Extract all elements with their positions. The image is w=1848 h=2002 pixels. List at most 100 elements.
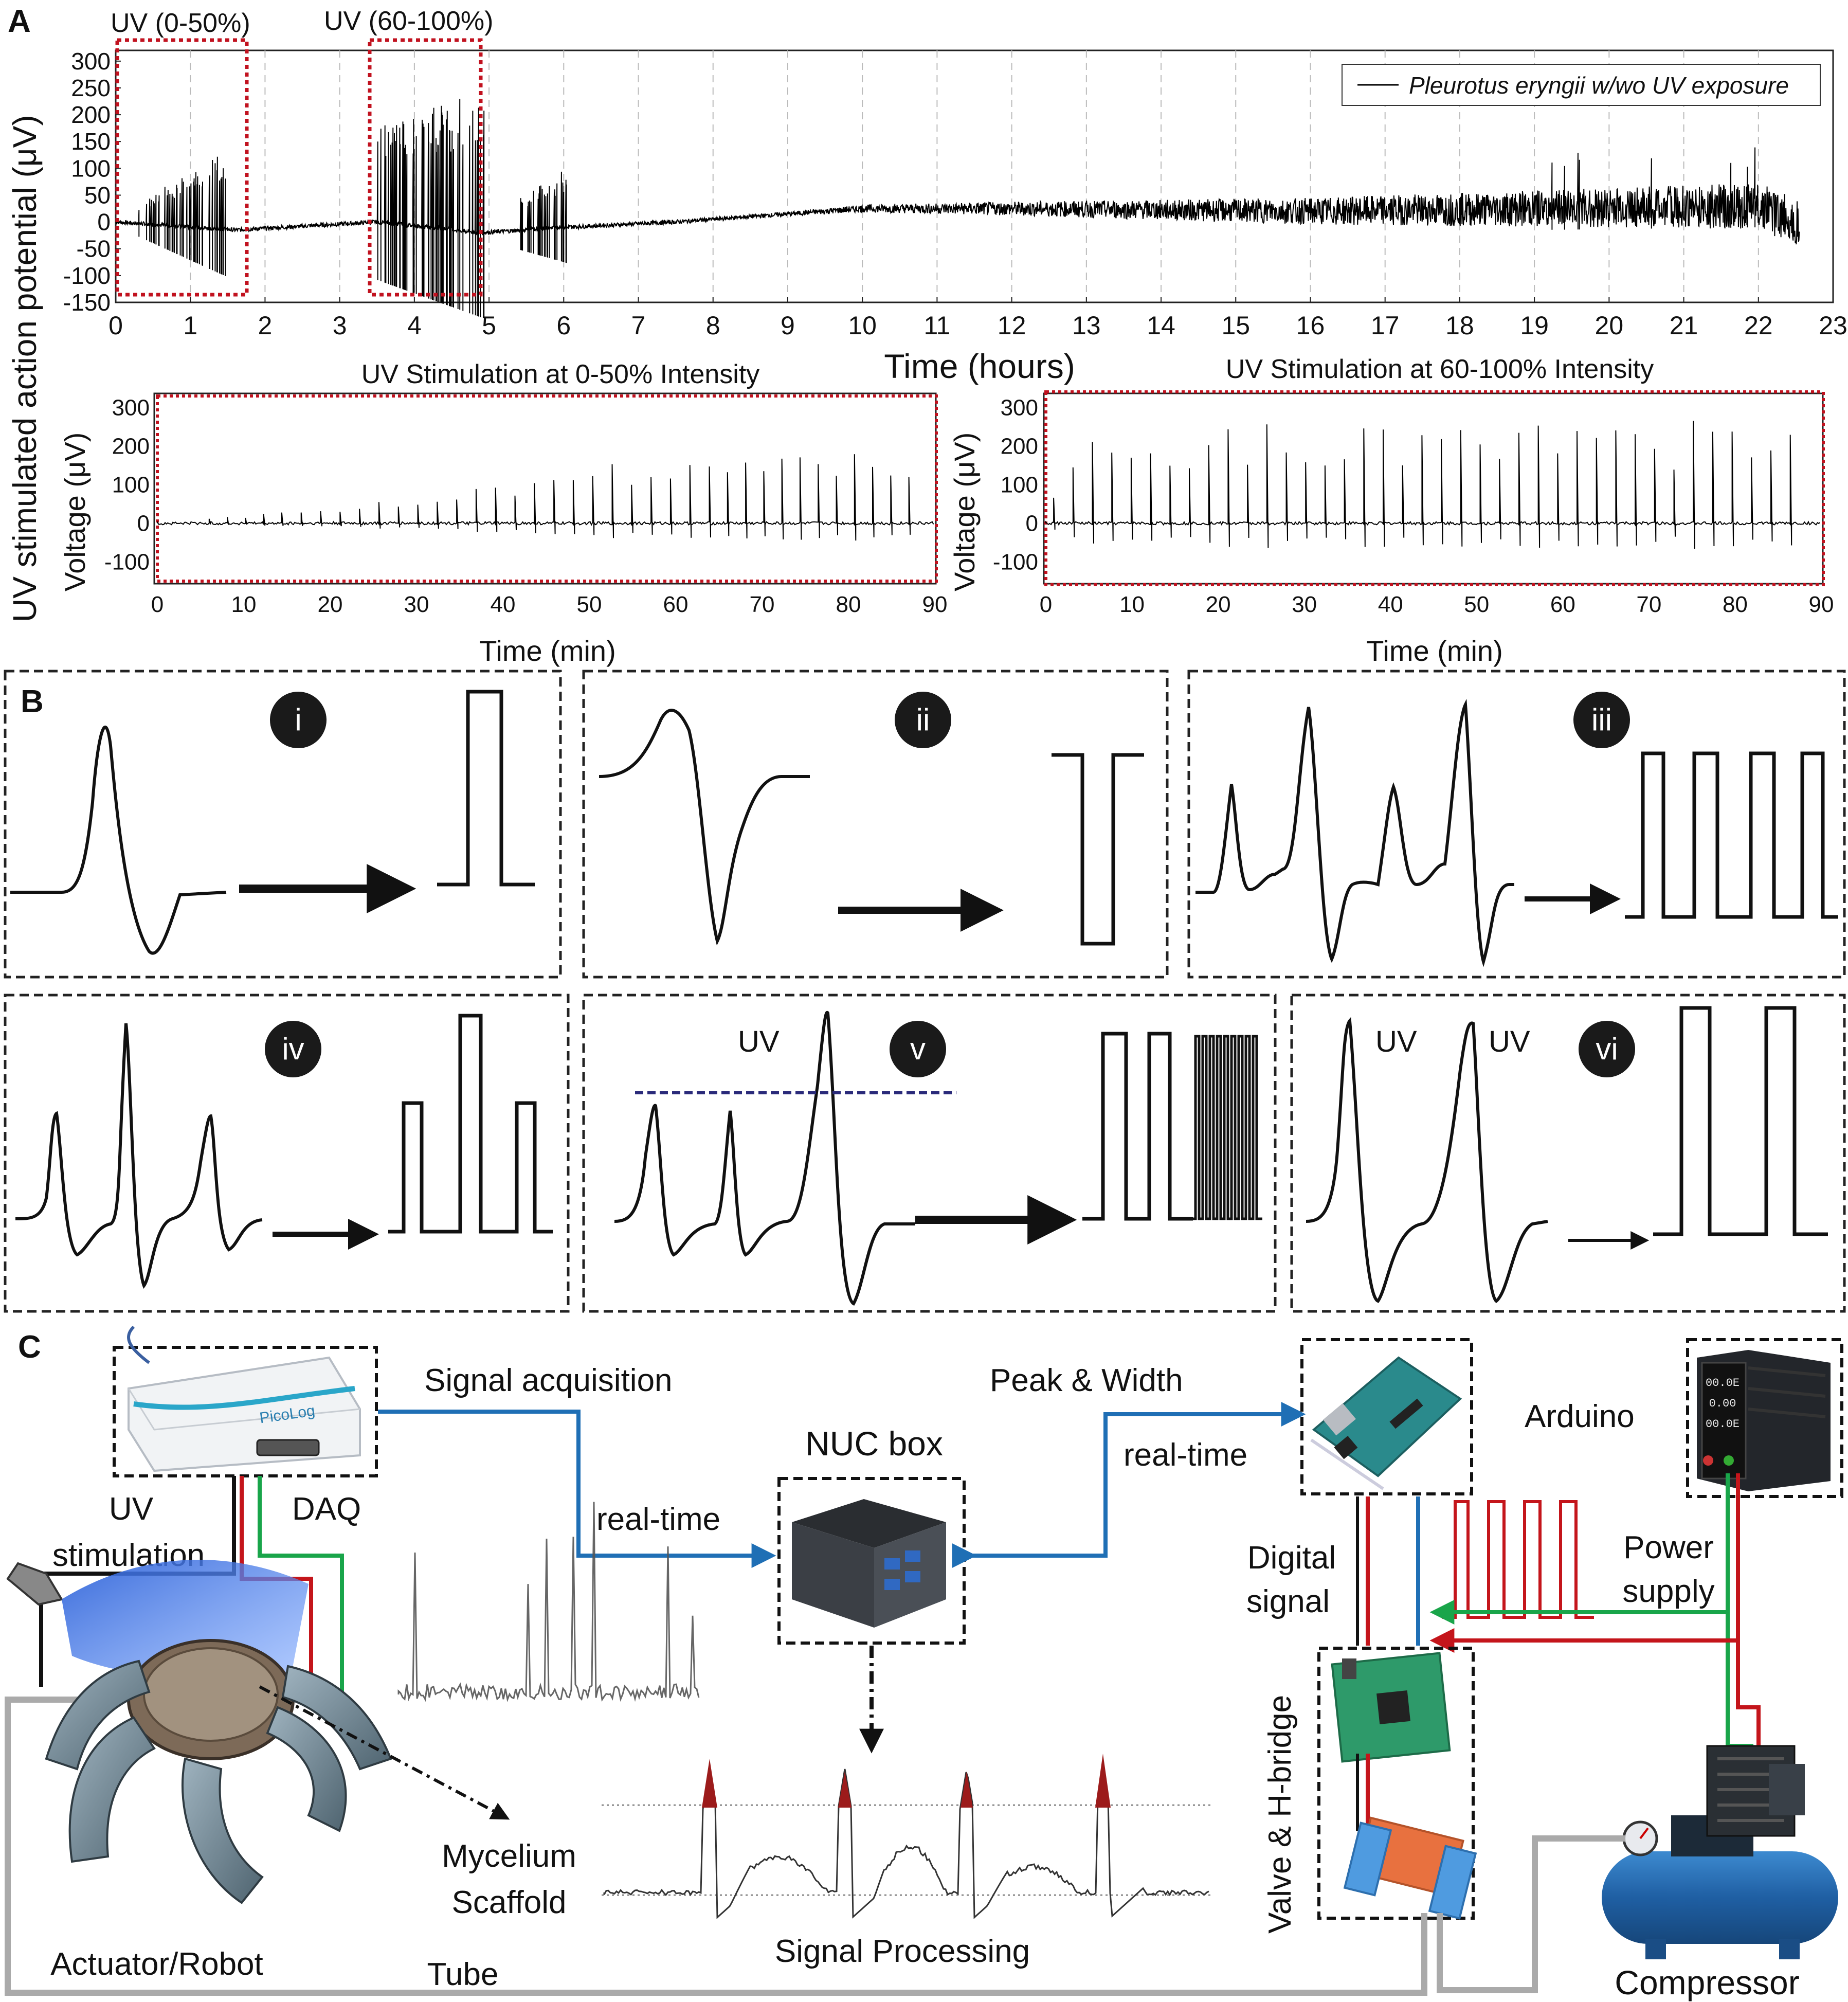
- legend-box: [1342, 64, 1821, 106]
- inset-xtick-label: 20: [1206, 592, 1231, 617]
- inset1-xticks: 0 10 20 30 40 50 60 70 80 90: [151, 592, 948, 617]
- panel-label-a: A: [8, 4, 31, 39]
- panel-label-b: B: [21, 684, 44, 719]
- inset1-xlabel: Time (min): [479, 635, 615, 667]
- inset2-xticks: 0 10 20 30 40 50 60 70 80 90: [1040, 592, 1834, 617]
- b-box-iii: [1187, 670, 1846, 979]
- actuator-label: Actuator/Robot: [50, 1946, 263, 1982]
- main-xticks: 0 1 2 3 4 5 6 7 8 9 10 11 12 13 14 15 16 17 18 19 20 21 22 23: [108, 297, 1847, 340]
- inset-xtick-label: 90: [1809, 592, 1834, 617]
- inset-xtick-label: 60: [1550, 592, 1575, 617]
- signal-processing-plot: [602, 1754, 1211, 1919]
- inset-xtick-label: 50: [1464, 592, 1489, 617]
- inset1-trace: [157, 454, 934, 541]
- main-ytick-label: 200: [71, 101, 111, 128]
- inset-ytick-label: 100: [1001, 473, 1038, 498]
- inset-ytick-label: -100: [104, 550, 150, 575]
- b-iii-pulses: [1625, 751, 1838, 919]
- main-xtick-label: 22: [1744, 311, 1773, 340]
- main-ytick-label: 150: [71, 128, 111, 155]
- inset-xtick-label: 50: [577, 592, 602, 617]
- b-vi-uv-label-2: UV: [1489, 1025, 1530, 1058]
- digital-pulse-train: [1442, 1500, 1594, 1619]
- b-i-pulse: [437, 690, 535, 887]
- psu-wire-red: [1736, 1473, 1761, 1754]
- inset-ytick-label: 300: [112, 395, 150, 421]
- tube-label: Tube: [427, 1957, 498, 1992]
- inset-xtick-label: 70: [1636, 592, 1661, 617]
- b-v-uv-label: UV: [738, 1025, 780, 1058]
- badge-ii-text: ii: [916, 702, 930, 737]
- b-box-vi: [1290, 994, 1846, 1313]
- inset-ytick-label: 0: [137, 511, 150, 536]
- daq-box: [113, 1346, 378, 1477]
- main-xtick-label: 3: [333, 311, 347, 340]
- inset-ytick-label: 100: [112, 473, 150, 498]
- nuc-label: NUC box: [805, 1424, 943, 1463]
- inset-ytick-label: 200: [112, 434, 150, 459]
- b-box-i: [4, 670, 562, 979]
- inset2-highlight: [1044, 390, 1825, 586]
- realtime-label-2: real-time: [1124, 1437, 1247, 1473]
- main-xtick-label: 9: [781, 311, 795, 340]
- main-xtick-label: 0: [108, 311, 123, 340]
- b-box-ii: [582, 670, 1169, 979]
- main-xtick-label: 16: [1296, 311, 1325, 340]
- badge-vi-text: vi: [1596, 1032, 1618, 1066]
- inset2-xlabel: Time (min): [1366, 635, 1502, 667]
- main-xtick-label: 17: [1371, 311, 1400, 340]
- main-plot-frame: [115, 49, 1834, 303]
- badge-iii: iii: [1573, 692, 1630, 748]
- peak-marker-3: [961, 1772, 973, 1808]
- main-xtick-label: 1: [183, 311, 197, 340]
- main-xtick-label: 20: [1595, 311, 1624, 340]
- main-xtick-label: 11: [923, 311, 950, 340]
- main-xtick-label: 4: [407, 311, 422, 340]
- peak-width-label: Peak & Width: [990, 1363, 1183, 1398]
- main-xtick-label: 18: [1445, 311, 1474, 340]
- inset2-title: UV Stimulation at 60-100% Intensity: [1226, 354, 1654, 384]
- inset-xtick-label: 40: [491, 592, 516, 617]
- inset-xtick-label: 60: [663, 592, 689, 617]
- badge-v-text: v: [910, 1032, 926, 1066]
- uv-box-2: [368, 38, 483, 297]
- hbridge-board-icon: [1331, 1652, 1451, 1763]
- b-iii-spikes: [1195, 698, 1514, 967]
- main-xtick-label: 21: [1670, 311, 1698, 340]
- main-xtick-label: 2: [258, 311, 273, 340]
- b-vi-pulses: [1653, 1006, 1828, 1236]
- power-supply-label-2: supply: [1622, 1574, 1714, 1609]
- inset1-ylabel: Voltage (μV): [59, 432, 91, 591]
- uv-box-1-label: UV (0-50%): [111, 8, 250, 38]
- uv-stimulation-label-1: UV: [109, 1491, 154, 1527]
- compressor-label: Compressor: [1615, 1963, 1799, 2001]
- b-iv-pulses: [388, 1014, 553, 1234]
- inset-xtick-label: 90: [922, 592, 948, 617]
- realtime-label-1: real-time: [596, 1502, 720, 1537]
- main-ytick-label: -100: [63, 262, 111, 289]
- badge-i-text: i: [295, 702, 301, 737]
- psu-readout-1: 00.0E: [1706, 1377, 1740, 1390]
- inset2-ylabel: Voltage (μV): [948, 432, 981, 591]
- b-ii-pulse: [1052, 753, 1144, 946]
- panel-b: UV UV UV i ii iii iv v vi: [4, 670, 1846, 1313]
- b-v-spikes: [614, 1011, 915, 1306]
- psu-readout-3: 00.0E: [1706, 1418, 1740, 1431]
- inset-xtick-label: 80: [1723, 592, 1748, 617]
- valve-hbridge-label: Valve & H-bridge: [1262, 1695, 1298, 1934]
- inset-xtick-label: 20: [318, 592, 343, 617]
- inset-ytick-label: -100: [993, 550, 1038, 575]
- tube-valve-actuator: [5, 1697, 1427, 1996]
- digital-signal-label-1: Digital: [1247, 1540, 1336, 1576]
- fast-pulse-train: [1193, 1035, 1262, 1220]
- b-box-v: [582, 994, 1277, 1313]
- compressor-icon: [1602, 1745, 1838, 1959]
- mycelium-label-1: Mycelium: [442, 1838, 576, 1874]
- daq-device-icon: PicoLog: [127, 1325, 361, 1472]
- valve-hbridge-box: [1317, 1647, 1475, 1920]
- b-vi-uv-label-1: UV: [1375, 1025, 1417, 1058]
- main-xtick-label: 13: [1072, 311, 1101, 340]
- b-i-spike: [10, 725, 227, 955]
